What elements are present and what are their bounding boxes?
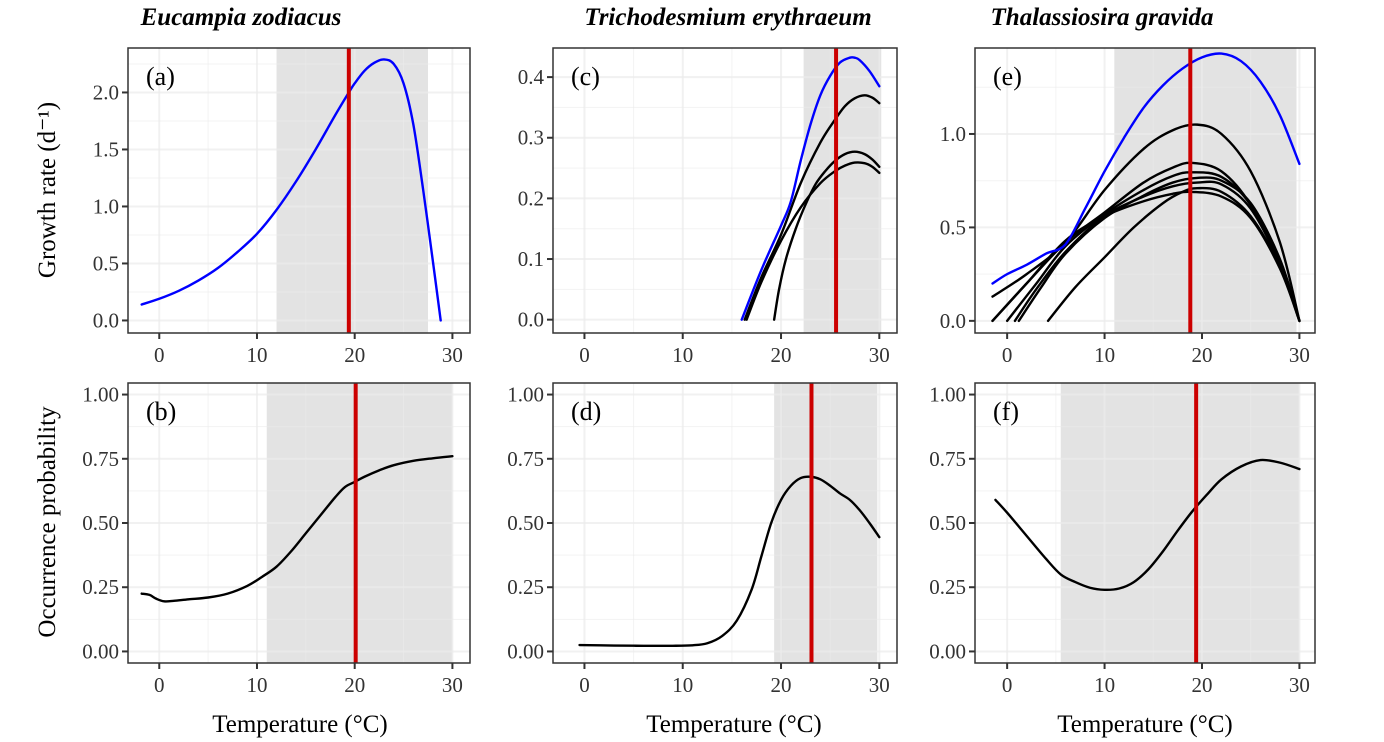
x-tick-label: 30 (442, 673, 463, 697)
y-tick-label: 1.00 (82, 383, 119, 407)
series-line-occurrence (994, 458, 1301, 592)
gridlines (553, 383, 897, 663)
x-tick-label: 30 (869, 343, 890, 367)
x-tick-label: 10 (246, 343, 267, 367)
x-tick-label: 30 (1289, 673, 1310, 697)
x-tick-label: 0 (579, 343, 590, 367)
panel-a: (a) 0 10 20 30 0.0 0.5 1.0 1.5 2.0 (93, 47, 471, 367)
series-group (140, 455, 454, 603)
x-tick-label: 20 (1191, 673, 1212, 697)
y-tick-label: 0.00 (507, 639, 544, 663)
series-line-strain-5 (1013, 180, 1301, 323)
y-tick-label: 1.00 (507, 383, 544, 407)
series-group (578, 475, 881, 648)
panel-b: (b) 0 10 20 30 0.00 0.25 0.50 0.75 1.00 (82, 382, 471, 697)
panel-label: (a) (146, 62, 175, 91)
gridlines (975, 383, 1315, 663)
series-group (140, 58, 442, 322)
y-tick-label: 0.25 (507, 575, 544, 599)
y-tick-label: 0.0 (93, 308, 119, 332)
gridlines (128, 48, 470, 333)
y-tick-label: 0.5 (93, 251, 119, 275)
x-tick-label: 30 (869, 673, 890, 697)
y-tick-label: 2.0 (93, 80, 119, 104)
y-tick-label: 0.5 (940, 215, 966, 239)
x-tick-label: 10 (1094, 673, 1115, 697)
x-tick-label: 20 (1191, 343, 1212, 367)
panel-e: (e) 0 10 20 30 0.0 0.5 1.0 (940, 47, 1316, 367)
panel-label: (b) (146, 397, 176, 426)
panel-label: (e) (993, 62, 1022, 91)
y-tick-label: 0.75 (929, 447, 966, 471)
panel-border (127, 47, 471, 334)
column-title-eucampia: Eucampia zodiacus (140, 4, 342, 31)
series-group (991, 52, 1301, 323)
y-tick-label: 0.50 (507, 511, 544, 535)
x-axis-title-f: Temperature (°C) (1057, 711, 1233, 738)
panel-d: (d) 0 10 20 30 0.00 0.25 0.50 0.75 1.00 (507, 382, 898, 697)
x-tick-label: 0 (1002, 673, 1013, 697)
y-tick-label: 0.4 (518, 65, 545, 89)
y-tick-label: 0.50 (82, 511, 119, 535)
y-tick-label: 1.00 (929, 383, 966, 407)
y-axis-title-growth: Growth rate (d⁻¹) (34, 102, 61, 278)
series-line-optimum (140, 58, 442, 322)
series-group (994, 458, 1301, 592)
panel-f: (f) 0 10 20 30 0.00 0.25 0.50 0.75 1.00 (929, 382, 1316, 697)
y-tick-label: 1.5 (93, 137, 119, 161)
y-tick-label: 0.75 (82, 447, 119, 471)
x-tick-label: 20 (771, 673, 792, 697)
series-line-strain-2 (772, 150, 881, 321)
y-tick-label: 0.2 (518, 186, 544, 210)
x-tick-label: 0 (154, 673, 165, 697)
y-tick-label: 0.3 (518, 126, 544, 150)
x-tick-label: 10 (672, 673, 693, 697)
series-line-strain-3 (1005, 171, 1301, 323)
series-line-strain-4 (1017, 176, 1301, 323)
x-tick-label: 30 (442, 343, 463, 367)
x-tick-label: 30 (1289, 343, 1310, 367)
y-tick-label: 0.25 (82, 575, 119, 599)
series-line-occurrence (140, 455, 454, 603)
y-tick-label: 1.0 (93, 194, 119, 218)
series-line-optimum (991, 52, 1301, 285)
x-tick-label: 20 (344, 343, 365, 367)
x-axis-title-d: Temperature (°C) (646, 711, 822, 738)
y-tick-label: 0.00 (929, 639, 966, 663)
x-tick-label: 20 (344, 673, 365, 697)
x-tick-label: 0 (1002, 343, 1013, 367)
x-tick-label: 0 (154, 343, 165, 367)
column-title-trichodesmium: Trichodesmium erythraeum (584, 4, 871, 31)
column-title-thalassiosira: Thalassiosira gravida (991, 4, 1214, 31)
y-tick-label: 0.25 (929, 575, 966, 599)
x-tick-label: 10 (672, 343, 693, 367)
series-line-occurrence (578, 475, 881, 648)
panel-label: (f) (993, 397, 1019, 426)
x-tick-label: 20 (771, 343, 792, 367)
y-tick-label: 0.75 (507, 447, 544, 471)
panel-c: (c) 0 10 20 30 0.0 0.1 0.2 0.3 0.4 (518, 47, 898, 367)
species-titles: Eucampia zodiacus Trichodesmium erythrae… (140, 4, 1214, 31)
y-tick-label: 0.50 (929, 511, 966, 535)
shaded-temperature-range (276, 48, 428, 333)
y-tick-label: 1.0 (940, 122, 966, 146)
panels: (a)0 10 20 300.00.51.01.52.0(b)0 10 20 300.000… (82, 47, 1316, 697)
y-tick-label: 0.00 (82, 639, 119, 663)
y-axis-title-occurrence: Occurrence probability (34, 406, 61, 638)
x-tick-label: 10 (1094, 343, 1115, 367)
series-line-optimum (740, 56, 881, 321)
x-tick-label: 10 (246, 673, 267, 697)
x-axis-title-b: Temperature (°C) (212, 711, 388, 738)
y-tick-label: 0.1 (518, 247, 544, 271)
y-tick-label: 0.0 (518, 308, 544, 332)
series-line-strain-7 (1046, 186, 1301, 323)
panel-border (974, 47, 1316, 334)
panel-border (552, 47, 898, 334)
x-tick-label: 0 (579, 673, 590, 697)
panel-label: (c) (571, 62, 600, 91)
y-tick-label: 0.0 (940, 309, 966, 333)
gridlines (553, 48, 897, 333)
panel-label: (d) (571, 397, 601, 426)
